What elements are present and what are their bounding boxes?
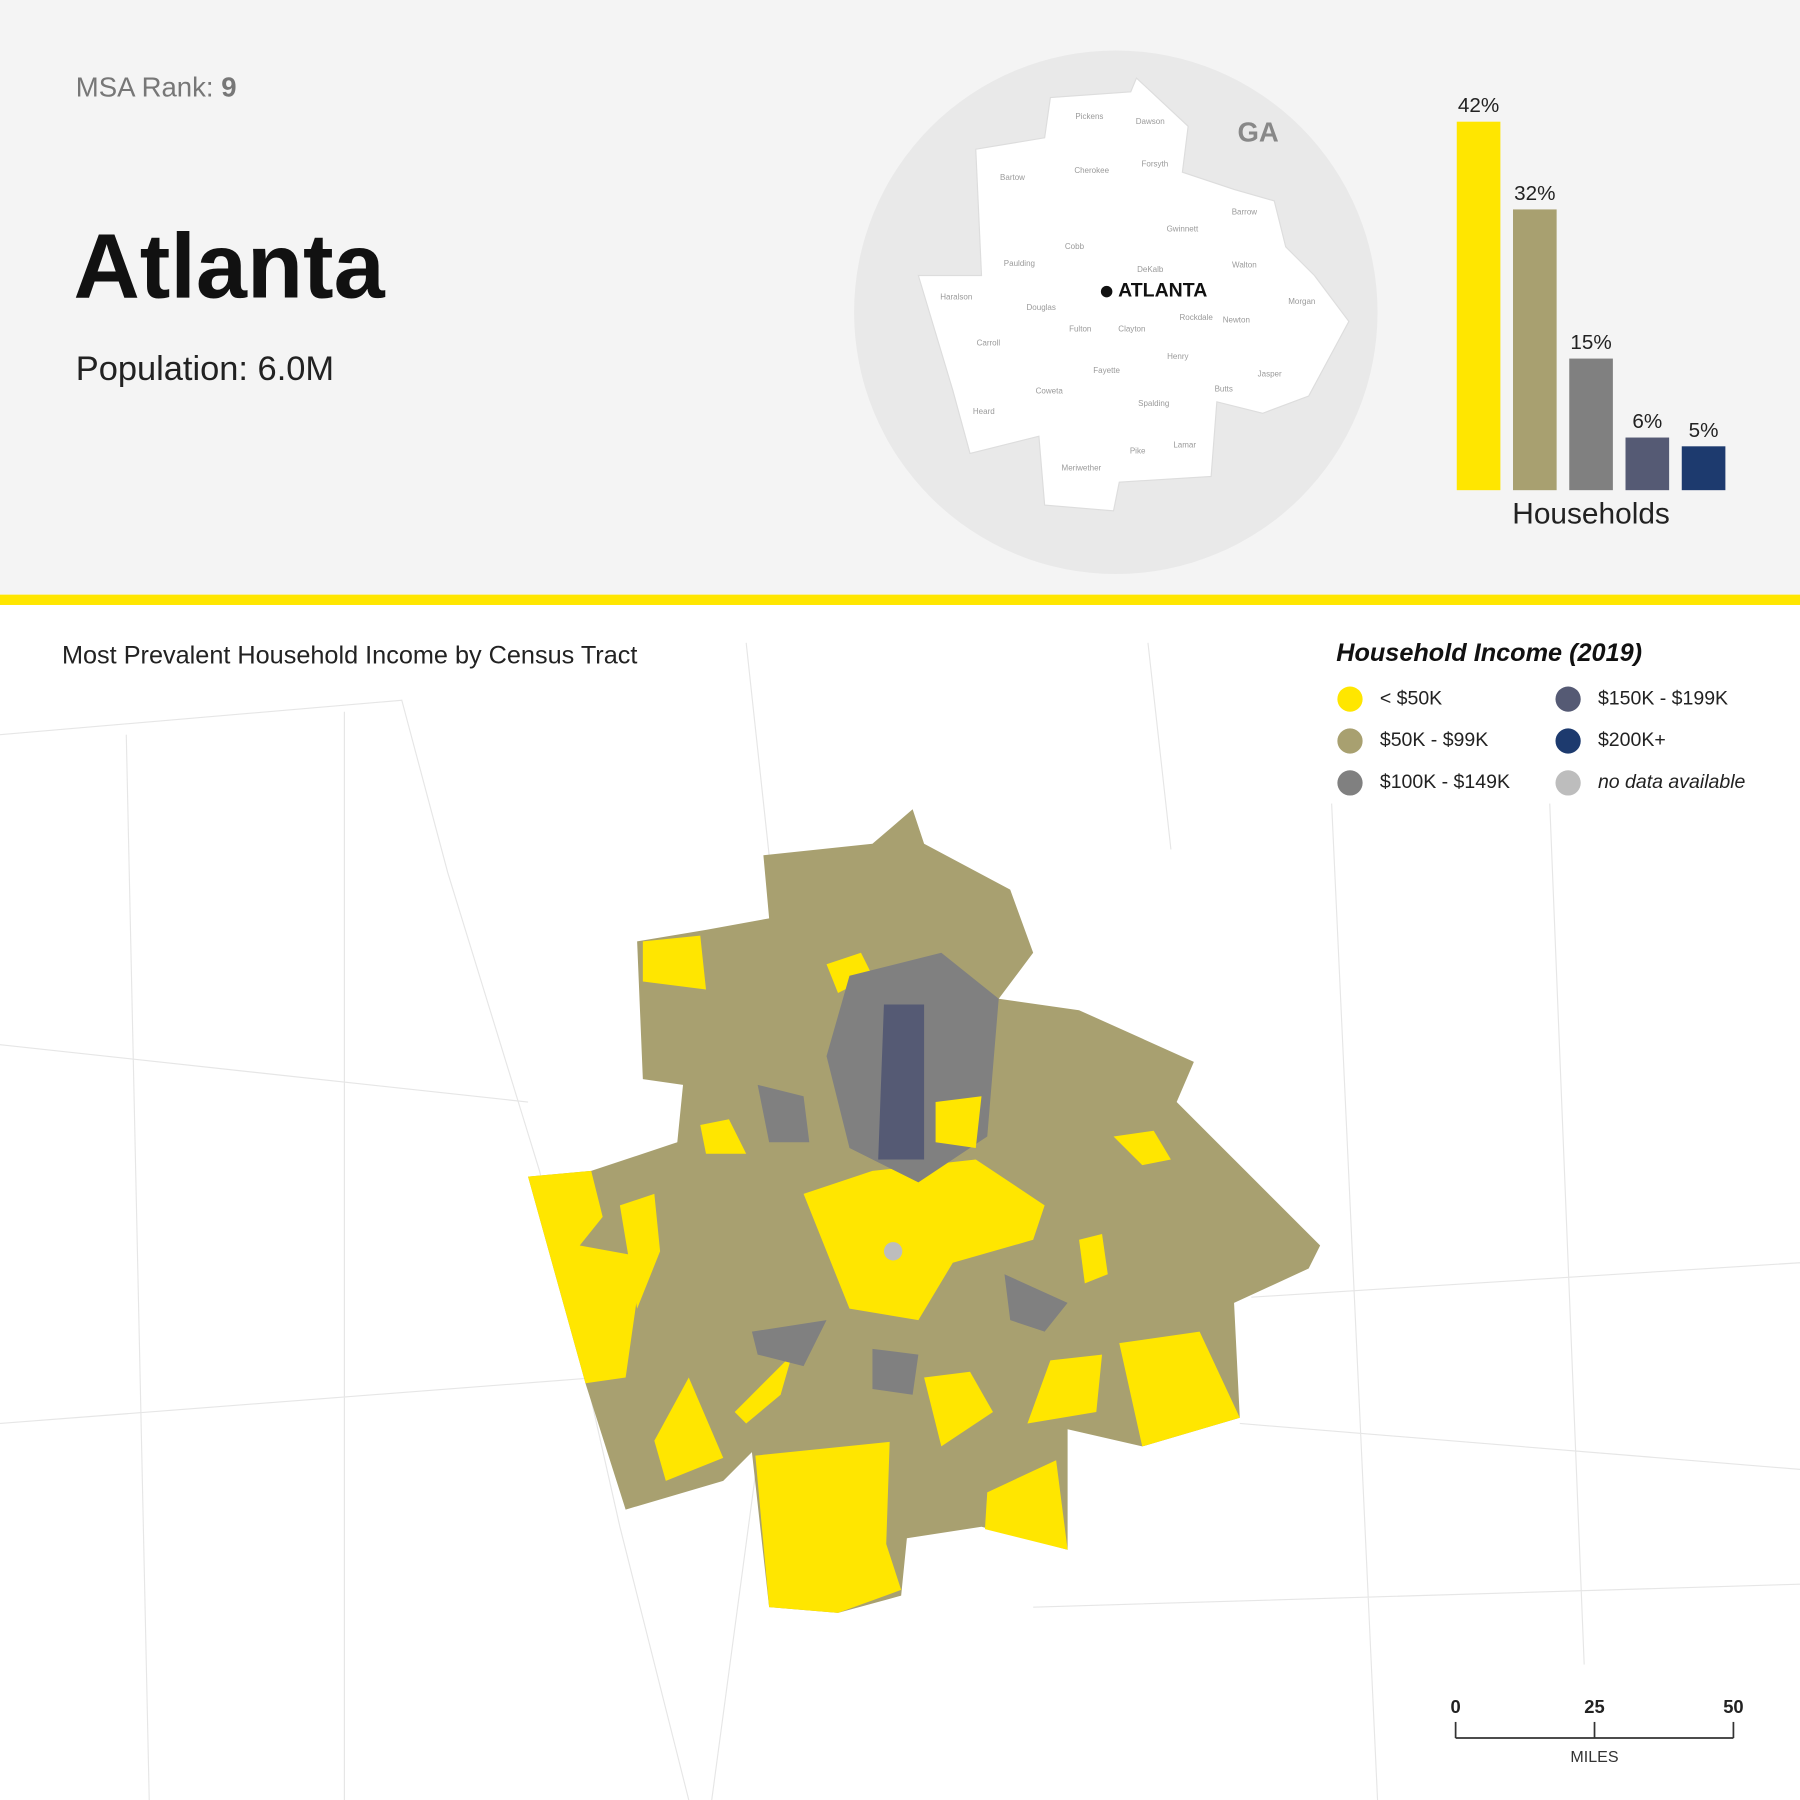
county-label: Jasper [1258,369,1282,378]
tract-region [826,952,873,993]
tract-region [1079,1234,1108,1284]
county-label: Rockdale [1179,313,1213,322]
county-label: Haralson [940,292,972,301]
rank-label: MSA Rank: [76,72,214,103]
county-label: Butts [1215,384,1233,393]
tract-region [755,1441,902,1613]
county-label: Pickens [1075,112,1103,121]
value-label: 15% [1570,331,1611,354]
background-counties [0,642,1800,1800]
county-label: Douglas [1026,303,1055,312]
tract-region [984,1460,1068,1550]
county-label: Morgan [1288,297,1315,306]
county-label: Coweta [1036,387,1064,396]
legend-swatch [1555,728,1581,754]
tract-region [700,1119,747,1154]
county-label: Forsyth [1141,159,1168,168]
tract-region [878,1004,925,1160]
bar [1681,446,1726,491]
legend-swatch [1555,770,1581,796]
county-label: Fayette [1093,366,1120,375]
msa-counties [917,77,1350,512]
tract-region [1113,1130,1171,1166]
county-label: Meriwether [1062,463,1102,472]
tract-region [757,1084,810,1143]
tract-region [619,1193,661,1309]
county-label: Fulton [1069,325,1091,334]
scale-tick-label: 25 [1584,1696,1604,1717]
city-title: Atlanta [73,215,385,317]
legend-swatch [1337,728,1363,754]
tract-region [1119,1331,1240,1447]
legend-label: $50K - $99K [1380,729,1488,751]
county-label: Barrow [1232,207,1258,216]
city-label: ATLANTA [1118,280,1207,302]
divider [0,594,1800,605]
county-label: Newton [1223,315,1250,324]
county-line [0,699,690,1800]
county-label: Dawson [1136,117,1165,126]
tract-region [528,1170,643,1384]
county-label: Paulding [1004,259,1035,268]
value-label: 6% [1632,410,1662,433]
county-label: Henry [1167,352,1188,361]
county-label: DeKalb [1137,265,1164,274]
legend-title: Household Income (2019) [1336,639,1642,667]
county-label: Pike [1130,446,1146,455]
scale-tick-label: 0 [1451,1696,1461,1717]
tract-region [654,1377,724,1481]
tract-region [872,1348,919,1395]
msa-map [528,809,1321,1613]
population: Population: 6.0M [76,350,334,388]
county-label: Spalding [1138,399,1169,408]
tract-region [734,1354,793,1424]
county-label: Cherokee [1074,166,1109,175]
county-label: Gwinnett [1167,225,1199,234]
rank: MSA Rank: 9 [76,72,237,103]
tract-region [803,1159,1045,1321]
county-label: Carroll [977,338,1001,347]
bar [1625,437,1670,491]
value-label: 42% [1458,94,1499,117]
tract-region [751,1320,827,1367]
county-label: Cobb [1065,242,1085,251]
state-label: GA [1237,117,1278,148]
county-label: Heard [973,407,995,416]
legend-label: $100K - $149K [1380,771,1510,793]
county-label: Lamar [1173,441,1196,450]
bar [1456,121,1501,491]
bar [1513,209,1557,491]
legend-label: $150K - $199K [1598,687,1728,709]
tract-region [924,1371,993,1447]
no-data-tract [883,1242,903,1261]
legend-label: $200K+ [1598,729,1666,751]
legend-swatch [1337,686,1363,712]
legend-label: no data available [1598,771,1746,793]
value-label: 5% [1689,419,1719,442]
bar [1569,358,1613,491]
map-title: Most Prevalent Household Income by Censu… [62,641,637,669]
county-line [745,642,1800,1800]
tract-region [935,1096,982,1148]
scale-unit: MILES [1570,1748,1618,1766]
legend-swatch [1337,770,1363,796]
county-label: Walton [1232,260,1257,269]
city-dot [1100,285,1113,298]
tract-region [1004,1274,1068,1332]
tract-region [1027,1354,1103,1424]
legend-label: < $50K [1380,687,1442,709]
county-line [0,711,759,1800]
tract-region [642,935,706,990]
x-axis-label: Households [1512,497,1670,530]
county-label: Clayton [1118,325,1145,334]
scale-tick-label: 50 [1723,1696,1743,1717]
county-label: Bartow [1000,173,1025,182]
value-label: 32% [1514,182,1555,205]
legend-swatch [1555,686,1581,712]
rank-value: 9 [221,72,236,103]
